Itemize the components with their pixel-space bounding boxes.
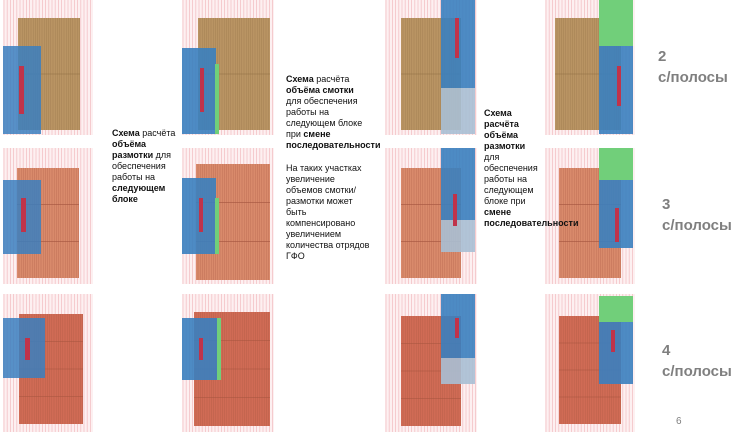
active-face — [455, 318, 459, 338]
razmotka-zone — [599, 46, 633, 134]
scheme-svg — [545, 0, 635, 135]
active-face — [199, 198, 203, 232]
active-face — [25, 338, 30, 360]
scheme-panel-7 — [385, 148, 477, 284]
scheme-svg — [385, 148, 477, 284]
scheme-panel-1 — [3, 0, 93, 135]
scheme-panel-2 — [182, 0, 274, 135]
razmotka-zone — [441, 148, 475, 220]
scheme-svg — [545, 294, 635, 432]
page-number: 6 — [676, 416, 682, 427]
active-face — [617, 66, 621, 106]
next-block-strip — [217, 318, 221, 380]
razmotka-zone — [599, 322, 633, 384]
razmotka-zone-light — [441, 358, 475, 384]
scheme-panel-10 — [182, 294, 274, 432]
caption-smotka-main: Схема расчёта объёма смотки для обеспече… — [286, 74, 381, 150]
next-block-strip — [215, 64, 219, 134]
stripe-label-4: 4 с/полосы — [662, 342, 732, 380]
caption-razmotka-sequence-change: Схема расчёта объёма размотки для обеспе… — [484, 108, 579, 228]
scheme-panel-12 — [545, 294, 635, 432]
active-face — [19, 66, 24, 114]
stripe-label-2: 2 с/полосы — [658, 48, 728, 86]
next-block-strip — [215, 198, 219, 254]
active-face — [455, 18, 459, 58]
active-face — [199, 338, 203, 360]
scheme-svg — [182, 148, 274, 284]
scheme-panel-6 — [182, 148, 274, 284]
scheme-panel-8 — [545, 148, 635, 284]
next-block-zone — [599, 148, 633, 180]
scheme-svg — [545, 148, 635, 284]
scheme-svg — [3, 294, 93, 432]
scheme-svg — [182, 294, 274, 432]
next-block-zone — [599, 296, 633, 322]
razmotka-zone — [3, 318, 45, 378]
active-face — [615, 208, 619, 242]
scheme-svg — [385, 294, 477, 432]
razmotka-zone-light — [441, 88, 475, 134]
razmotka-zone-light — [441, 220, 475, 252]
active-face — [611, 330, 615, 352]
stripe-label-3: 3 с/полосы — [662, 196, 732, 234]
scheme-panel-3 — [385, 0, 477, 135]
caption-razmotka-next-block: Схема расчёта объёма размотки для обеспе… — [112, 128, 176, 204]
caption-smotka-sequence-change: Схема расчёта объёма смотки для обеспече… — [286, 74, 381, 262]
scheme-panel-11 — [385, 294, 477, 432]
smotka-zone — [182, 48, 216, 134]
active-face — [200, 68, 204, 112]
next-block-zone — [599, 0, 633, 46]
active-face — [21, 198, 26, 232]
scheme-svg — [3, 0, 93, 135]
caption-smotka-note: На таких участках увеличение объемов смо… — [286, 163, 370, 261]
scheme-svg — [3, 148, 93, 284]
scheme-panel-4 — [545, 0, 635, 135]
scheme-panel-9 — [3, 294, 93, 432]
scheme-svg — [385, 0, 477, 135]
active-face — [453, 194, 457, 226]
scheme-svg — [182, 0, 274, 135]
scheme-panel-5 — [3, 148, 93, 284]
